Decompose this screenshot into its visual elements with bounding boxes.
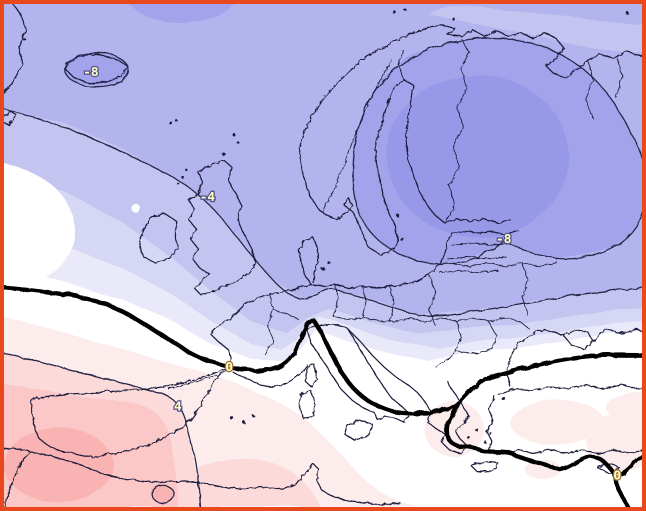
contour-label-minus8-iceland: -8 bbox=[83, 65, 98, 80]
contour-label-zero-cyprus: 0 bbox=[613, 468, 621, 483]
contour-label-zero-west: 0 bbox=[225, 360, 233, 375]
contour-label-minus8-baltic: -8 bbox=[496, 232, 511, 247]
coastlines bbox=[4, 4, 642, 507]
thin-contour-lines bbox=[4, 36, 642, 507]
country-borders bbox=[166, 37, 623, 389]
contour-label-plus4-spain: 4 bbox=[174, 400, 182, 415]
zero-contour-line bbox=[4, 284, 642, 507]
weather-anomaly-map: -8 -4 -8 0 4 0 bbox=[4, 4, 642, 507]
contour-labels: -8 -4 -8 0 4 0 bbox=[82, 64, 623, 485]
contour-label-minus4-scotland: -4 bbox=[200, 190, 216, 205]
